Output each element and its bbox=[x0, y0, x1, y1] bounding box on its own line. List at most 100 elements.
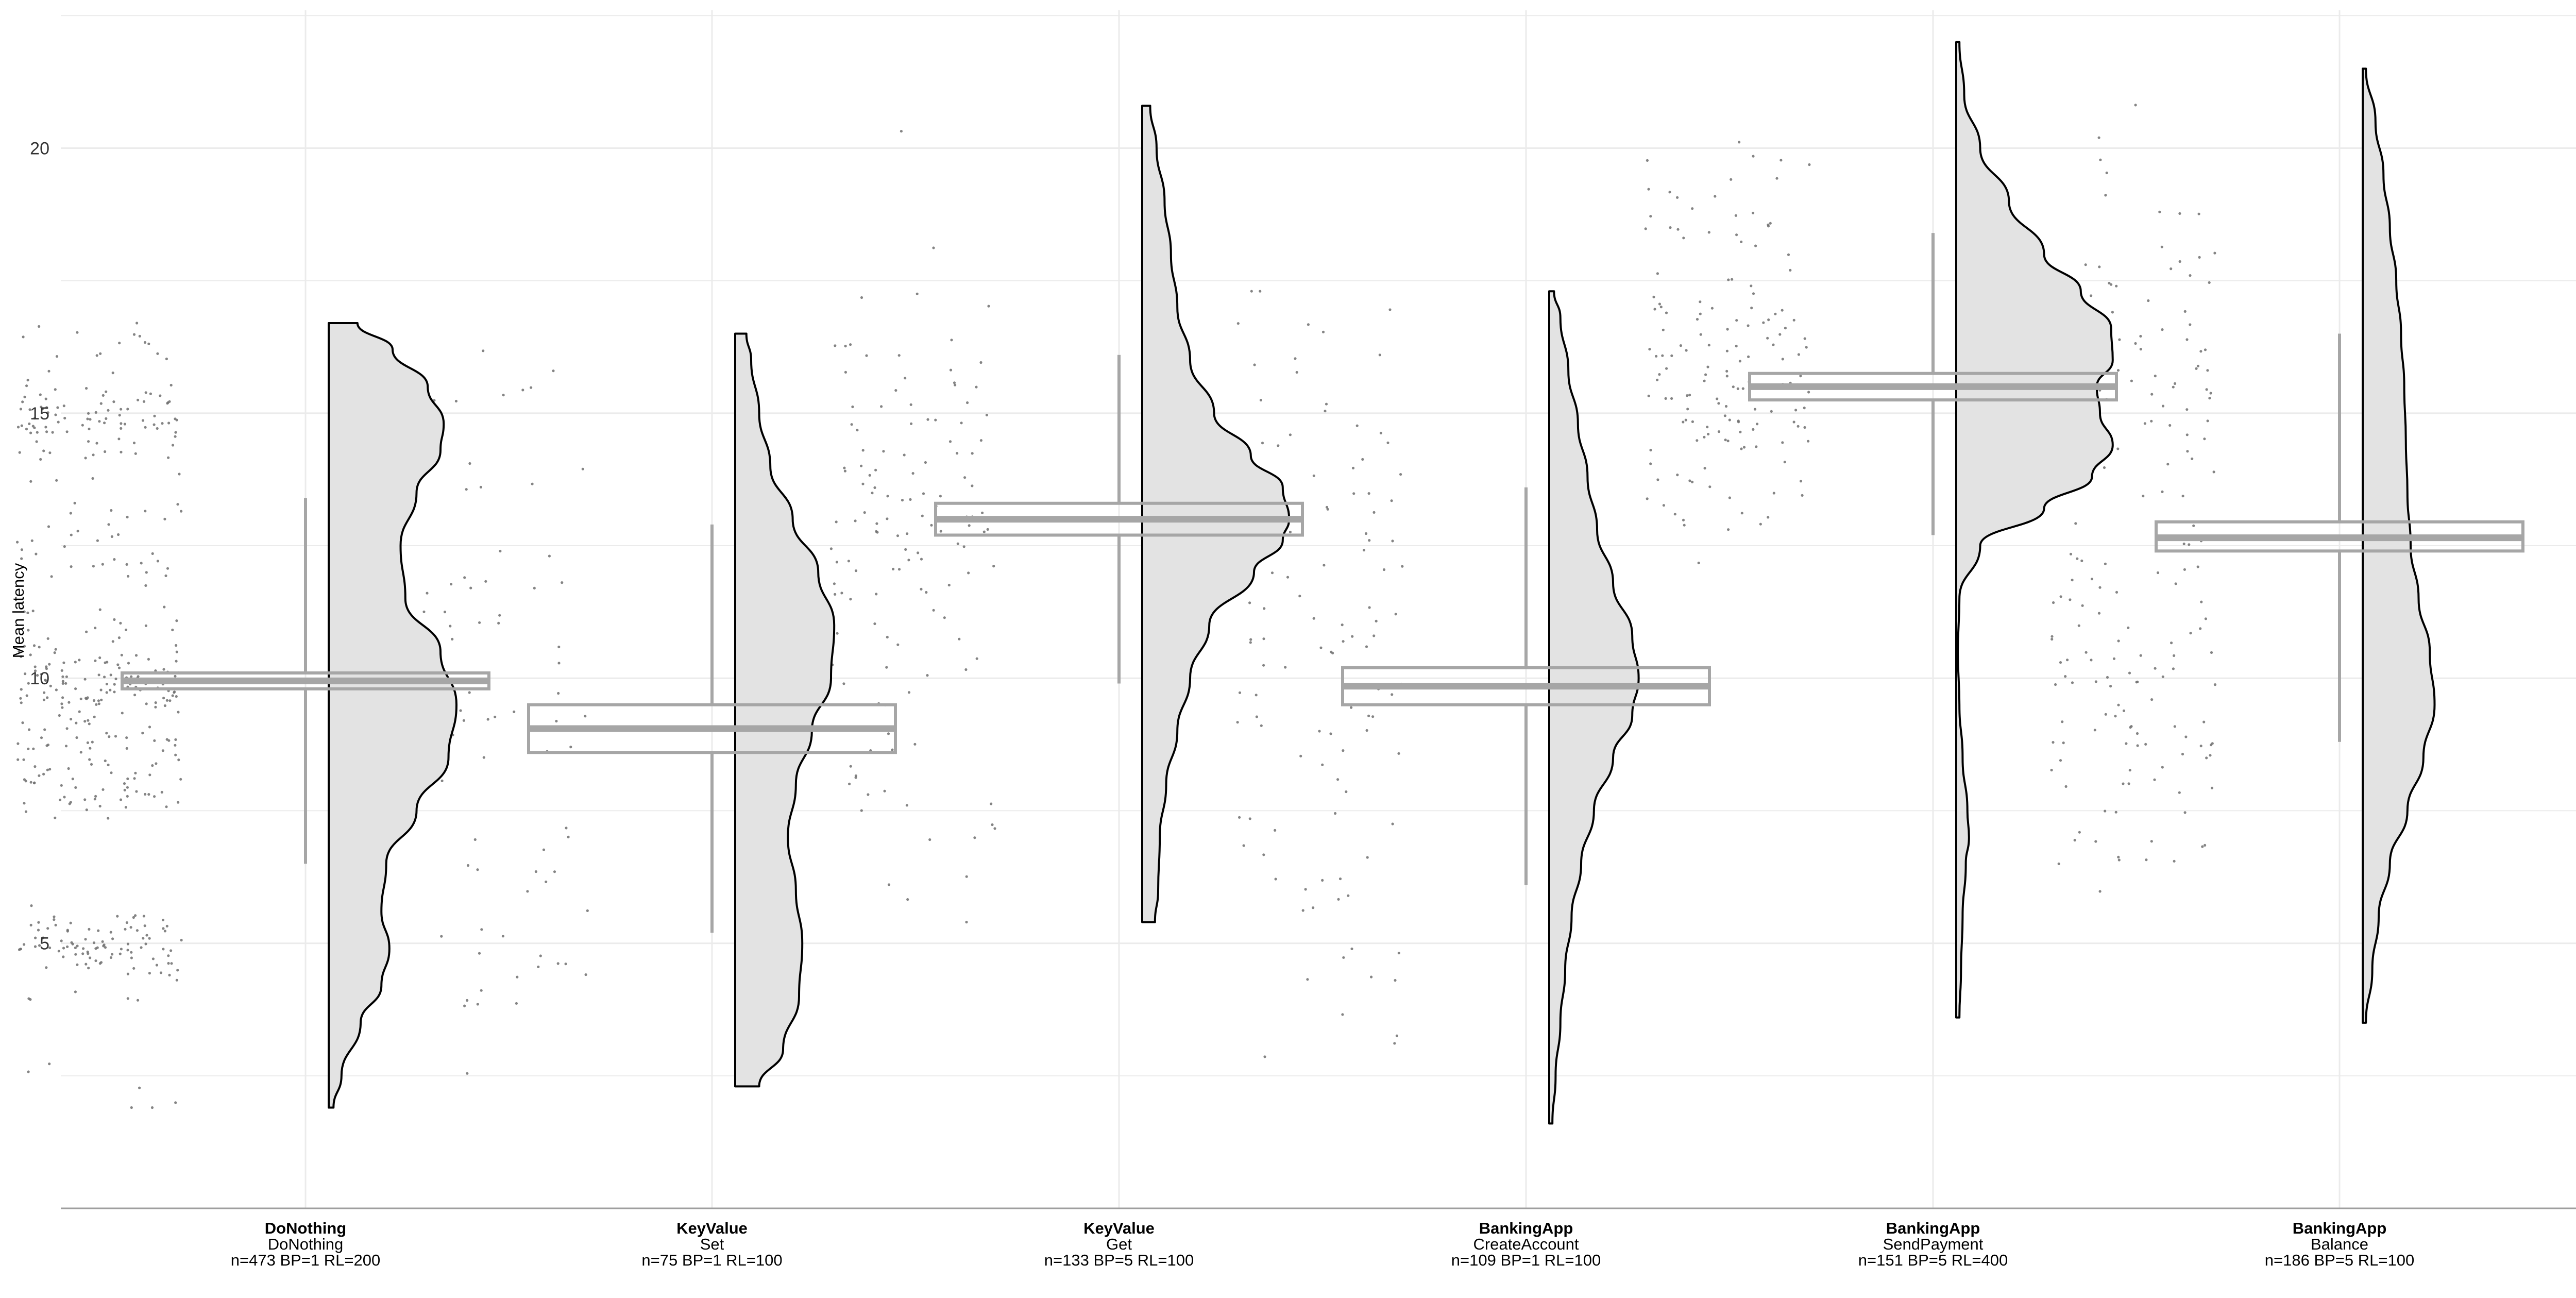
data-point bbox=[88, 758, 91, 761]
data-point bbox=[1342, 640, 1345, 643]
data-point bbox=[23, 645, 26, 648]
data-point bbox=[48, 1063, 51, 1066]
data-point bbox=[2054, 683, 2057, 686]
data-point bbox=[30, 904, 33, 907]
data-point bbox=[98, 656, 101, 660]
x-tick-label-line2: Balance bbox=[2311, 1235, 2368, 1253]
data-point bbox=[1394, 613, 1397, 616]
data-point bbox=[1312, 474, 1315, 477]
data-point bbox=[133, 694, 137, 697]
data-point bbox=[569, 746, 572, 749]
data-point bbox=[47, 525, 50, 528]
data-point bbox=[114, 735, 117, 738]
data-point bbox=[127, 662, 130, 665]
data-point bbox=[29, 480, 32, 483]
data-point bbox=[108, 735, 111, 738]
data-point bbox=[44, 397, 47, 400]
data-point bbox=[1783, 461, 1786, 464]
data-point bbox=[2064, 785, 2067, 788]
data-point bbox=[153, 795, 156, 798]
data-point bbox=[109, 956, 113, 959]
data-point bbox=[1772, 343, 1775, 346]
data-point bbox=[422, 610, 426, 613]
data-point bbox=[2161, 766, 2164, 769]
data-point bbox=[1792, 420, 1795, 424]
data-point bbox=[910, 422, 913, 425]
data-point bbox=[2062, 741, 2065, 745]
data-point bbox=[2150, 840, 2153, 843]
data-point bbox=[2050, 635, 2054, 638]
data-point bbox=[111, 372, 114, 375]
data-point bbox=[896, 534, 900, 537]
data-point bbox=[129, 926, 132, 929]
data-point bbox=[2186, 450, 2189, 453]
data-point bbox=[144, 624, 147, 627]
data-point bbox=[48, 946, 52, 949]
data-point bbox=[1664, 397, 1667, 400]
data-point bbox=[987, 305, 990, 308]
data-point bbox=[1774, 312, 1777, 315]
grid-lines bbox=[61, 10, 2576, 1208]
data-point bbox=[873, 486, 876, 490]
data-point bbox=[1801, 494, 1804, 497]
data-point bbox=[126, 795, 129, 798]
data-point bbox=[1676, 474, 1679, 477]
data-point bbox=[89, 747, 92, 750]
data-point bbox=[2071, 579, 2074, 582]
data-point bbox=[1350, 947, 1353, 950]
data-point bbox=[1656, 272, 1659, 275]
data-point bbox=[51, 431, 54, 434]
data-point bbox=[992, 565, 995, 568]
data-point bbox=[66, 929, 69, 932]
data-point bbox=[1284, 666, 1287, 669]
data-point bbox=[443, 611, 447, 614]
data-point bbox=[46, 927, 49, 930]
data-point bbox=[557, 645, 561, 649]
data-point bbox=[105, 691, 108, 694]
data-point bbox=[896, 643, 900, 646]
data-point bbox=[65, 430, 69, 433]
x-tick-label-line2: Set bbox=[700, 1235, 724, 1253]
data-point bbox=[28, 408, 31, 411]
data-point bbox=[1686, 408, 1689, 411]
data-point bbox=[1696, 318, 1699, 321]
data-point bbox=[2199, 745, 2202, 748]
violin-3 bbox=[1548, 290, 1640, 1125]
data-point bbox=[1647, 188, 1650, 191]
data-point bbox=[175, 644, 178, 647]
data-point bbox=[126, 515, 129, 519]
x-tick-label-line2: DoNothing bbox=[268, 1235, 343, 1253]
data-point bbox=[170, 962, 173, 965]
data-point bbox=[147, 793, 150, 796]
data-point bbox=[847, 560, 850, 563]
x-tick-label-line2: Get bbox=[1106, 1235, 1132, 1253]
data-point bbox=[860, 809, 863, 812]
data-point bbox=[1312, 906, 1315, 909]
data-point bbox=[130, 675, 133, 678]
data-point bbox=[1366, 856, 1369, 859]
data-point bbox=[966, 401, 969, 404]
data-point bbox=[932, 609, 935, 612]
data-point bbox=[2136, 680, 2139, 683]
data-point bbox=[152, 423, 156, 426]
data-point bbox=[148, 972, 151, 975]
data-point bbox=[1658, 373, 1661, 376]
data-point bbox=[1691, 207, 1694, 210]
data-point bbox=[145, 702, 148, 705]
data-point bbox=[1684, 418, 1687, 422]
data-point bbox=[63, 545, 66, 548]
data-point bbox=[856, 429, 859, 432]
data-point bbox=[465, 488, 468, 491]
data-point bbox=[178, 473, 181, 476]
data-point bbox=[497, 621, 500, 625]
data-point bbox=[2198, 256, 2201, 259]
data-point bbox=[901, 499, 904, 502]
data-point bbox=[88, 928, 91, 931]
data-point bbox=[502, 394, 505, 397]
data-point bbox=[165, 805, 168, 808]
data-point bbox=[45, 665, 48, 668]
data-point bbox=[97, 702, 100, 705]
half-violins bbox=[328, 41, 2436, 1125]
data-point bbox=[75, 736, 78, 739]
data-point bbox=[25, 428, 28, 431]
